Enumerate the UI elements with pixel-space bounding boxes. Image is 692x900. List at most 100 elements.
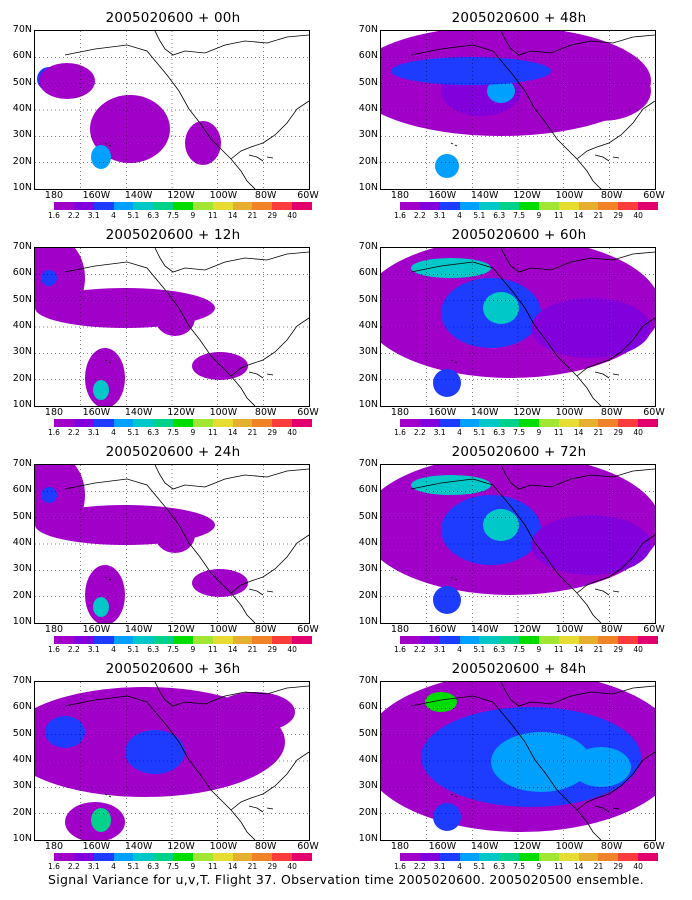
colorbar-swatch xyxy=(439,419,460,427)
lat-label: 70N xyxy=(12,458,32,469)
colorbar-label: 6.3 xyxy=(147,862,160,871)
colorbar-swatch xyxy=(252,853,273,861)
colorbar-swatch xyxy=(459,202,480,210)
colorbar-label: 4 xyxy=(457,428,462,437)
islands xyxy=(104,576,274,596)
colorbar-label: 3.1 xyxy=(433,211,446,220)
colorbar-swatch xyxy=(519,419,539,427)
variance-map xyxy=(34,30,310,190)
colorbar-swatch xyxy=(292,636,312,644)
variance-region xyxy=(487,79,515,103)
lon-label: 140W xyxy=(124,841,153,852)
lat-label: 10N xyxy=(12,833,32,844)
colorbar-label: 7.5 xyxy=(513,211,526,220)
colorbar-label: 21 xyxy=(247,645,258,654)
lat-label: 60N xyxy=(358,50,378,62)
variance-region xyxy=(551,61,651,121)
colorbar-label: 11 xyxy=(207,645,218,654)
lon-label: 120W xyxy=(513,190,541,201)
map-svg xyxy=(35,248,309,406)
panel-title: 2005020600 + 36h xyxy=(105,661,241,677)
lat-label: 20N xyxy=(358,806,378,818)
coastline xyxy=(64,682,309,840)
forecast-panel: 2005020600 + 12h 70N 60N 50N 40N 30N 20N 10N 180… xyxy=(0,217,346,437)
variance-region xyxy=(531,298,651,358)
colorbar-label: 4 xyxy=(457,645,462,654)
colorbar-label: 29 xyxy=(613,428,624,437)
lon-label: 60W xyxy=(643,190,665,201)
variance-region xyxy=(185,121,221,165)
variance-map xyxy=(34,247,310,407)
colorbar-label: 1.6 xyxy=(48,428,60,437)
colorbar-swatch xyxy=(133,419,154,427)
lat-label: 30N xyxy=(358,129,378,141)
colorbar-swatch xyxy=(538,636,559,644)
colorbar-label: 4 xyxy=(457,862,462,871)
colorbar-label: 40 xyxy=(287,862,297,871)
variance-region xyxy=(433,586,461,614)
lat-label: 40N xyxy=(12,103,32,114)
colorbar-label: 29 xyxy=(267,211,278,220)
colorbar-label: 6.3 xyxy=(147,211,160,220)
colorbar-swatch xyxy=(638,636,658,644)
colorbar-label: 3.1 xyxy=(433,862,446,871)
colorbar-label: 40 xyxy=(633,862,643,871)
colorbar-swatch xyxy=(192,853,213,861)
islands xyxy=(450,359,620,379)
lon-label: 140W xyxy=(124,624,153,635)
colorbar-label: 1.6 xyxy=(394,211,406,220)
map-svg xyxy=(381,248,655,406)
lon-label: 60W xyxy=(297,407,319,418)
colorbar-swatch xyxy=(419,636,440,644)
colorbar-swatch xyxy=(419,202,440,210)
colorbar-label: 4 xyxy=(111,211,116,220)
colorbar-swatch xyxy=(459,853,480,861)
colorbar-label: 2.2 xyxy=(67,211,80,220)
colorbar-label: 11 xyxy=(553,211,564,220)
colorbar xyxy=(54,202,312,210)
coastline xyxy=(410,682,655,840)
colorbar-swatch xyxy=(638,419,658,427)
lat-label: 20N xyxy=(12,806,32,818)
lon-label: 60W xyxy=(297,841,319,852)
colorbar-label: 5.1 xyxy=(473,645,486,654)
colorbar-label: 5.1 xyxy=(127,645,140,654)
variance-region xyxy=(531,515,651,575)
colorbar-label: 5.1 xyxy=(473,428,486,437)
colorbar-label: 5.1 xyxy=(127,211,140,220)
colorbar-label: 9 xyxy=(190,211,196,220)
lon-label: 80W xyxy=(600,841,623,852)
colorbar-swatch xyxy=(519,636,539,644)
lat-label: 70N xyxy=(12,241,32,252)
lon-label: 100W xyxy=(555,407,584,418)
colorbar-swatch xyxy=(212,853,233,861)
colorbar-label: 14 xyxy=(227,645,238,654)
islands xyxy=(104,142,274,162)
islands xyxy=(104,359,274,379)
colorbar xyxy=(400,636,658,644)
colorbar-swatch xyxy=(479,202,500,210)
colorbar-label: 2.2 xyxy=(67,862,80,871)
colorbar-swatch xyxy=(638,202,658,210)
lon-label: 160W xyxy=(428,407,457,418)
colorbar-swatch xyxy=(439,636,460,644)
variance-map xyxy=(380,247,656,407)
colorbar-swatch xyxy=(638,853,658,861)
colorbar-label: 5.1 xyxy=(473,211,486,220)
variance-region xyxy=(433,803,461,831)
variance-region xyxy=(155,300,195,336)
colorbar-label: 21 xyxy=(247,428,258,437)
colorbar-label: 6.3 xyxy=(147,645,160,654)
lon-label: 180 xyxy=(44,841,64,852)
lat-label: 70N xyxy=(358,458,378,469)
figure-caption: Signal Variance for u,v,T. Flight 37. Ob… xyxy=(47,872,645,887)
lat-label: 20N xyxy=(12,589,32,601)
colorbar-label: 9 xyxy=(536,645,542,654)
colorbar-swatch xyxy=(499,419,520,427)
colorbar xyxy=(54,636,312,644)
lat-label: 40N xyxy=(358,537,378,548)
colorbar-label: 1.6 xyxy=(394,428,406,437)
colorbar-swatch xyxy=(598,636,619,644)
colorbar-label: 2.2 xyxy=(67,645,80,654)
colorbar-swatch xyxy=(519,853,539,861)
